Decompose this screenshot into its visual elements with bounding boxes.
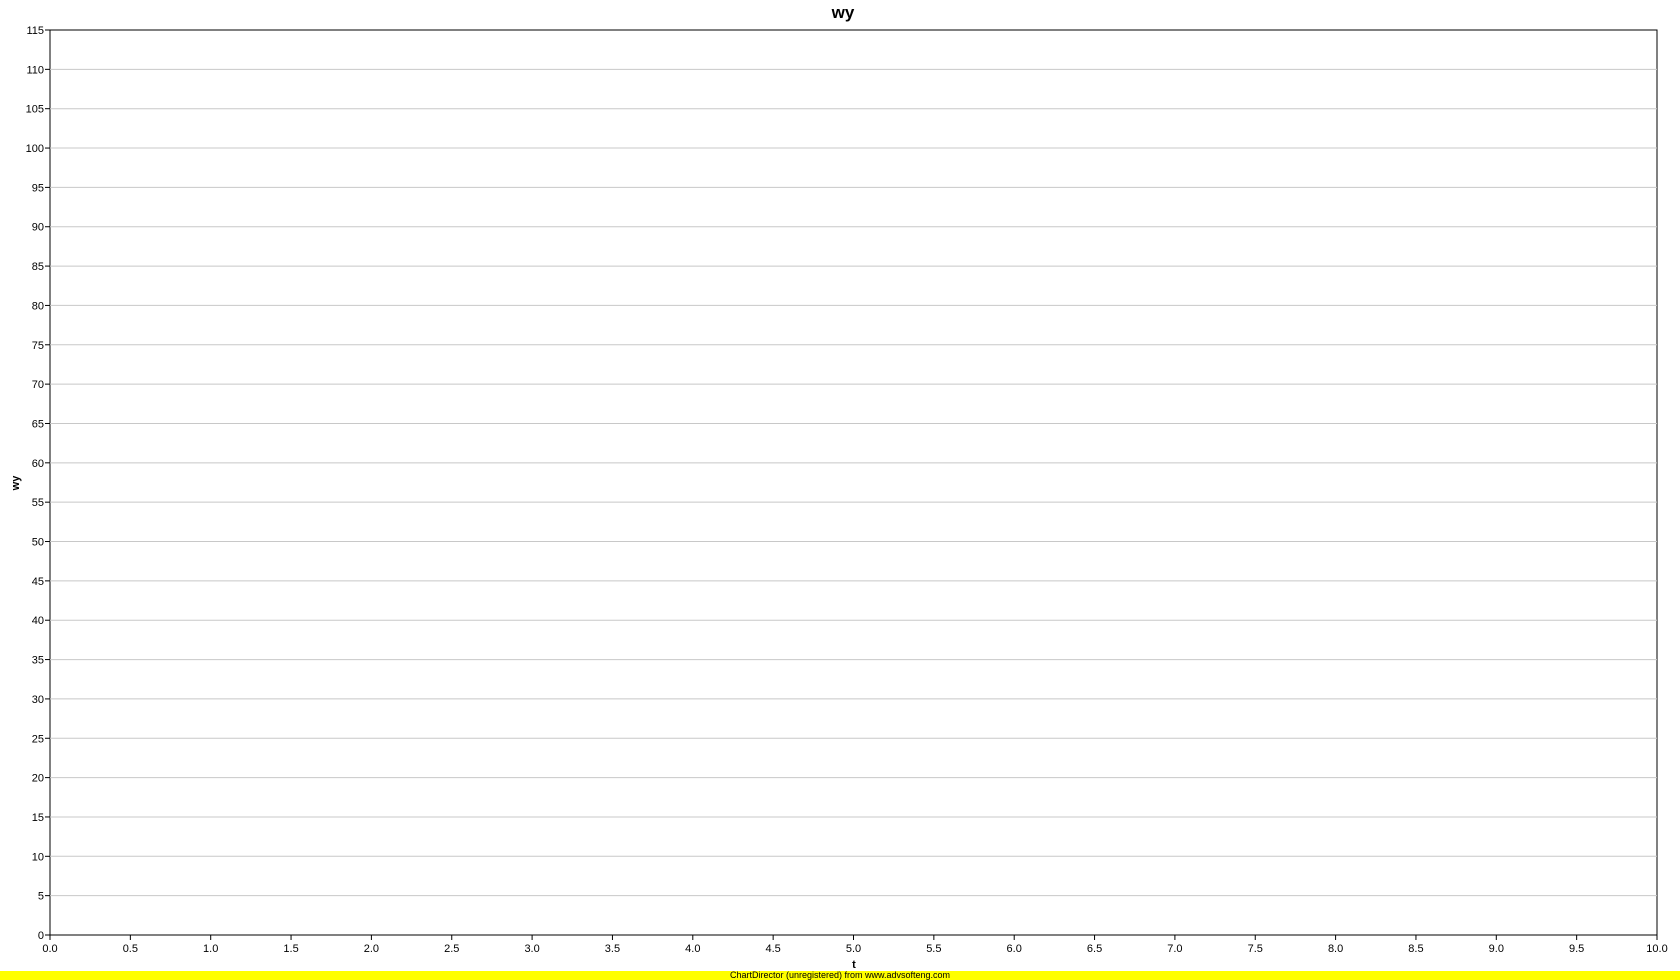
y-axis: 0 5 10 15 20 25 30 35 40 45 50 55 60 65 70 75 80 85 90 95 10… <box>26 25 50 942</box>
x-tick-label: 8.5 <box>1408 943 1423 955</box>
watermark-bar: ChartDirector (unregistered) from www.ad… <box>0 971 1680 980</box>
x-tick-label: 0.5 <box>123 943 138 955</box>
x-tick-label: 1.0 <box>203 943 218 955</box>
y-tick-label: 80 <box>32 300 44 312</box>
y-tick-label: 110 <box>26 64 44 76</box>
y-tick-label: 45 <box>32 576 44 588</box>
y-tick-label: 25 <box>32 733 44 745</box>
y-tick-label: 60 <box>32 458 44 470</box>
x-tick-label: 2.0 <box>364 943 379 955</box>
y-tick-label: 40 <box>32 615 44 627</box>
x-tick-label: 8.0 <box>1328 943 1343 955</box>
y-tick-label: 75 <box>32 340 44 352</box>
y-tick-label: 85 <box>32 261 44 273</box>
x-tick-label: 10.0 <box>1646 943 1667 955</box>
y-tick-label: 95 <box>32 182 44 194</box>
x-axis-label: t <box>852 959 856 971</box>
y-tick-label: 100 <box>26 143 44 155</box>
plot-area <box>49 29 1658 936</box>
x-tick-label: 5.0 <box>846 943 861 955</box>
y-tick-label: 65 <box>32 418 44 430</box>
y-tick-label: 30 <box>32 694 44 706</box>
y-tick-label: 50 <box>32 537 44 549</box>
y-tick-label: 5 <box>38 891 44 903</box>
y-tick-label: 55 <box>32 497 44 509</box>
x-tick-label: 9.5 <box>1569 943 1584 955</box>
x-tick-label: 7.0 <box>1167 943 1182 955</box>
x-tick-label: 7.5 <box>1248 943 1263 955</box>
x-tick-label: 9.0 <box>1489 943 1504 955</box>
y-tick-label: 90 <box>32 222 44 234</box>
y-tick-label: 15 <box>32 812 44 824</box>
y-tick-label: 0 <box>38 930 44 942</box>
y-tick-label: 70 <box>32 379 44 391</box>
x-tick-label: 6.5 <box>1087 943 1102 955</box>
x-tick-label: 3.5 <box>605 943 620 955</box>
y-tick-label: 105 <box>26 104 44 116</box>
x-tick-label: 4.5 <box>766 943 781 955</box>
x-axis: 0.0 0.5 1.0 1.5 2.0 2.5 3.0 3.5 4.0 4.5 5.0 5.5 6.0 6… <box>42 935 1668 955</box>
x-tick-label: 5.5 <box>926 943 941 955</box>
y-axis-label: wy <box>10 475 22 492</box>
x-tick-label: 0.0 <box>42 943 57 955</box>
x-tick-label: 3.0 <box>524 943 539 955</box>
x-tick-label: 4.0 <box>685 943 700 955</box>
x-tick-label: 1.5 <box>283 943 298 955</box>
x-tick-label: 6.0 <box>1007 943 1022 955</box>
y-tick-label: 115 <box>26 25 44 37</box>
y-tick-label: 20 <box>32 773 44 785</box>
chart-title: wy <box>831 3 855 22</box>
y-tick-label: 10 <box>32 851 44 863</box>
watermark-text: ChartDirector (unregistered) from www.ad… <box>729 971 951 980</box>
grid-lines <box>50 68 1657 897</box>
y-tick-label: 35 <box>32 655 44 667</box>
x-tick-label: 2.5 <box>444 943 459 955</box>
